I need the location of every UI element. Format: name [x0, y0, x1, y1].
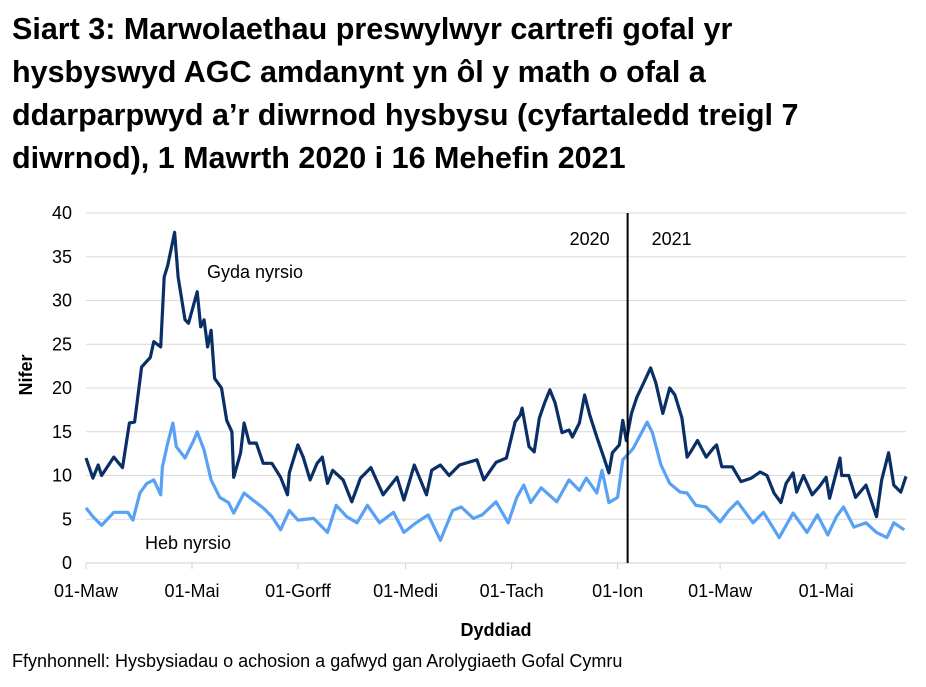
x-axis-label: Dyddiad	[460, 620, 531, 640]
x-tick-label: 01-Mai	[799, 581, 854, 601]
x-tick-label: 01-Ion	[592, 581, 643, 601]
x-tick-label: 01-Maw	[688, 581, 753, 601]
series-lines	[84, 230, 908, 542]
y-tick-label: 40	[52, 203, 72, 223]
y-tick-label: 25	[52, 334, 72, 354]
source-note: Ffynhonnell: Hysbysiadau o achosion a ga…	[12, 651, 623, 671]
title-line: diwrnod), 1 Mawrth 2020 i 16 Mehefin 202…	[12, 141, 626, 175]
y-tick-label: 35	[52, 247, 72, 267]
x-tick-label: 01-Medi	[373, 581, 438, 601]
x-axis-ticks: 01-Maw 01-Mai 01-Gorff 01-Medi 01-Tach 01-Ion…	[54, 563, 854, 601]
x-tick-label: 01-Maw	[54, 581, 119, 601]
series-line-0	[84, 230, 908, 519]
y-tick-label: 5	[62, 509, 72, 529]
y-tick-label: 0	[62, 553, 72, 573]
y-tick-label: 30	[52, 291, 72, 311]
y-tick-label: 15	[52, 422, 72, 442]
y-tick-label: 20	[52, 378, 72, 398]
chart-title: Siart 3: Marwolaethau preswylwyr cartref…	[12, 8, 922, 180]
y-axis-ticks: 0 5 10 15 20 25 30 35 40	[52, 203, 72, 573]
y-tick-label: 10	[52, 466, 72, 486]
divider-label-right: 2021	[652, 229, 692, 249]
series-line-1	[84, 420, 906, 542]
x-tick-label: 01-Tach	[480, 581, 544, 601]
y-axis-label: Nifer	[16, 354, 36, 395]
x-tick-label: 01-Gorff	[265, 581, 332, 601]
series-label-gyda-nyrsio: Gyda nyrsio	[207, 262, 303, 282]
title-line: ddarparpwyd a’r diwrnod hysbysu (cyfarta…	[12, 98, 799, 132]
divider-label-left: 2020	[570, 229, 610, 249]
year-divider: 2020 2021	[570, 213, 692, 563]
x-tick-label: 01-Mai	[164, 581, 219, 601]
title-line: hysbyswyd AGC amdanynt yn ôl y math o of…	[12, 55, 706, 89]
series-label-heb-nyrsio: Heb nyrsio	[145, 533, 231, 553]
title-line: Siart 3: Marwolaethau preswylwyr cartref…	[12, 12, 733, 46]
